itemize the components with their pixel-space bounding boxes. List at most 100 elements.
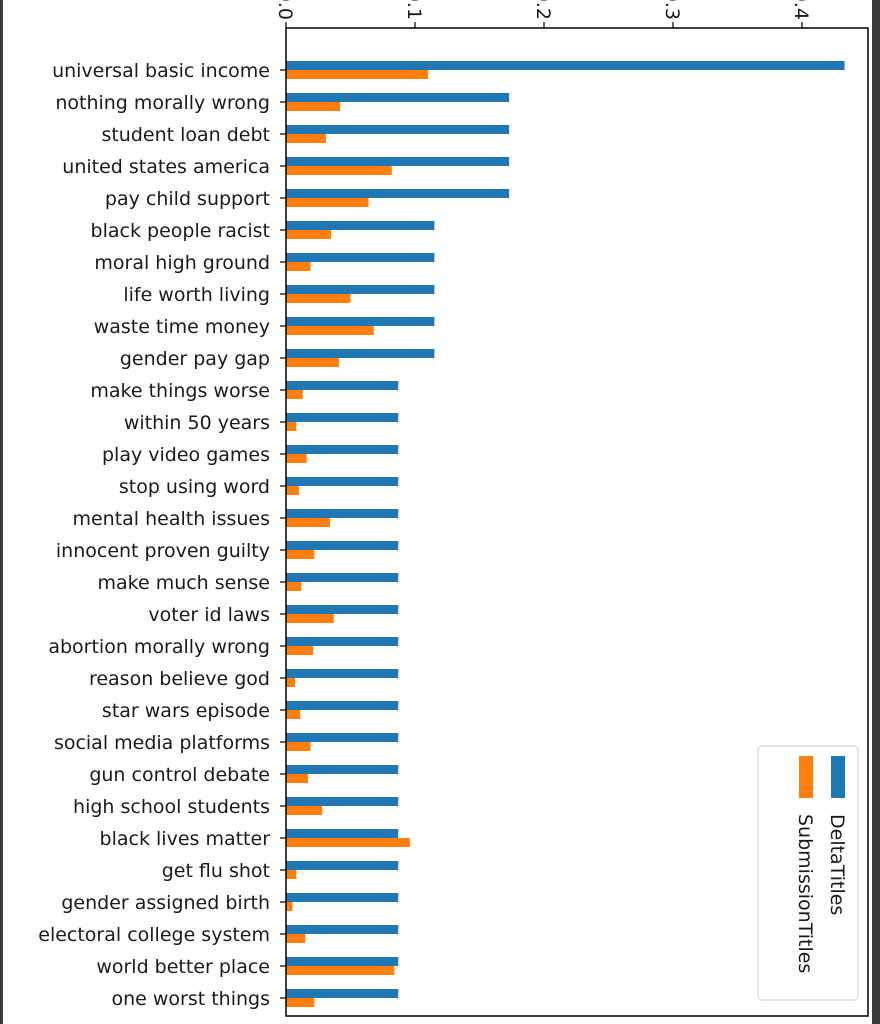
category-label: get flu shot [162,860,270,882]
legend-box [757,745,859,1001]
bar-submission-titles [286,294,351,303]
category-label: moral high ground [94,252,270,274]
category-label: gender pay gap [120,348,270,370]
bar-delta-titles [286,957,399,966]
category-label: abortion morally wrong [48,636,270,658]
plot-frame [285,27,869,1017]
bar-submission-titles [286,774,308,783]
bar-delta-titles [286,637,399,646]
category-label: nothing morally wrong [55,92,270,114]
category-label: mental health issues [72,508,270,530]
bar-delta-titles [286,189,510,198]
category-label: black lives matter [100,828,271,850]
category-labels: universal basic income nothing morally wr… [38,60,270,1010]
bar-delta-titles [286,573,399,582]
bar-submission-titles [286,230,332,239]
bar-delta-titles [286,125,510,134]
bar-delta-titles [286,733,399,742]
bar-delta-titles [286,701,399,710]
bar-submission-titles [286,486,299,495]
category-label: black people racist [91,220,270,242]
category-label: waste time money [94,316,270,338]
category-label: one worst things [111,988,270,1010]
figure-background [3,0,872,1024]
bar-submission-titles [286,934,306,943]
bar-submission-titles [286,998,315,1007]
bar-delta-titles [286,157,510,166]
legend-label-delta-titles: DeltaTitles [826,814,848,915]
bar-submission-titles [286,326,374,335]
legend-swatch-delta-titles [831,756,845,798]
bar-submission-titles [286,262,311,271]
bars-group [286,61,845,1007]
category-label: united states america [62,156,270,178]
bar-delta-titles [286,413,399,422]
bar-delta-titles [286,541,399,550]
bar-submission-titles [286,454,307,463]
bar-delta-titles [286,829,399,838]
category-label: innocent proven guilty [56,540,270,562]
legend: DeltaTitles SubmissionTitles [757,745,859,1001]
bar-submission-titles [286,806,323,815]
bar-submission-titles [286,838,410,847]
category-label: reason believe god [89,668,270,690]
bar-delta-titles [286,861,399,870]
bar-delta-titles [286,669,399,678]
category-label: stop using word [119,476,270,498]
bar-submission-titles [286,710,301,719]
x-tick-label: 0.0 [274,0,296,20]
category-label: pay child support [105,188,270,210]
category-label: high school students [73,796,270,818]
x-tick-label: 0.1 [403,0,425,20]
bar-submission-titles [286,742,311,751]
category-label: world better place [96,956,270,978]
category-label: star wars episode [102,700,270,722]
bar-submission-titles [286,678,296,687]
category-label: student loan debt [101,124,270,146]
bar-submission-titles [286,518,330,527]
bar-delta-titles [286,445,399,454]
bar-submission-titles [286,422,297,431]
bar-delta-titles [286,477,399,486]
bar-delta-titles [286,61,845,70]
bar-delta-titles [286,925,399,934]
bar-delta-titles [286,253,435,262]
category-label: gender assigned birth [61,892,270,914]
bar-delta-titles [286,989,399,998]
bar-delta-titles [286,93,510,102]
bar-submission-titles [286,902,293,911]
category-label: life worth living [123,284,270,306]
bar-submission-titles [286,966,395,975]
bar-submission-titles [286,870,297,879]
bar-submission-titles [286,550,315,559]
bar-delta-titles [286,285,435,294]
axis-ticks: 0.0 0.1 0.2 0.3 0.4 [274,0,812,999]
legend-label-submission-titles: SubmissionTitles [794,814,816,973]
bar-submission-titles [286,166,392,175]
bar-submission-titles [286,614,334,623]
bar-delta-titles [286,381,399,390]
bar-delta-titles [286,605,399,614]
bar-submission-titles [286,134,326,143]
category-label: social media platforms [54,732,270,754]
bar-submission-titles [286,358,339,367]
bar-delta-titles [286,509,399,518]
x-tick-label: 0.4 [790,0,812,20]
legend-swatch-submission-titles [799,756,813,798]
bar-submission-titles [286,198,369,207]
bar-submission-titles [286,390,303,399]
category-label: voter id laws [148,604,270,626]
category-label: gun control debate [89,764,270,786]
bar-delta-titles [286,893,399,902]
bar-delta-titles [286,765,399,774]
x-tick-label: 0.3 [661,0,683,20]
bar-submission-titles [286,102,341,111]
category-label: universal basic income [52,60,270,82]
category-label: make much sense [97,572,270,594]
category-label: electoral college system [38,924,270,946]
bar-delta-titles [286,317,435,326]
bar-submission-titles [286,582,302,591]
bar-submission-titles [286,646,314,655]
